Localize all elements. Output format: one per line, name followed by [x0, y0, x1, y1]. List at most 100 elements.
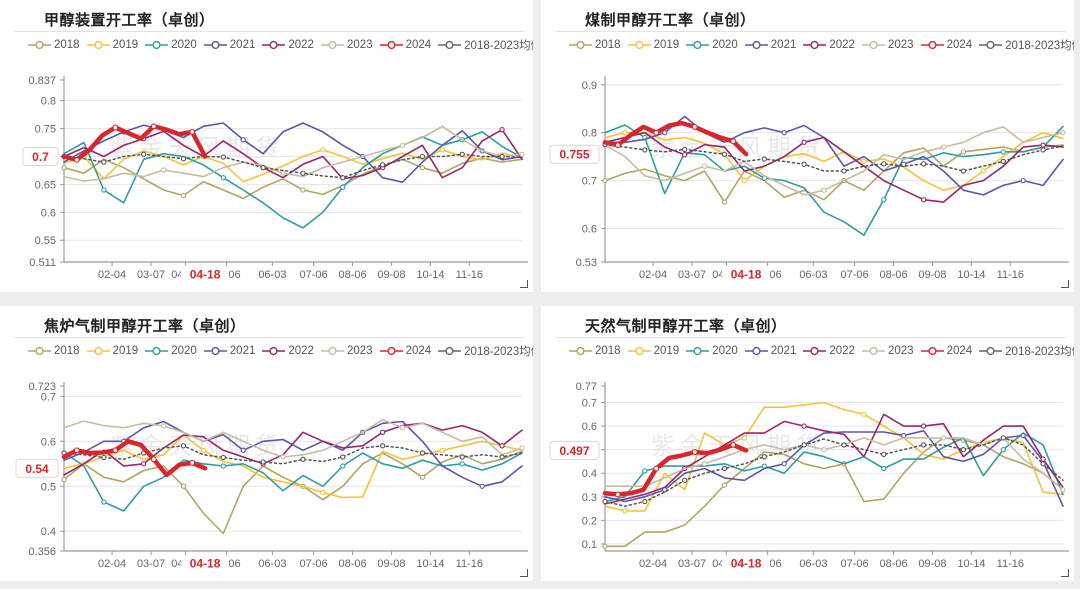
legend-line-icon: [203, 346, 227, 356]
legend-item-2019[interactable]: 2019: [627, 39, 679, 51]
svg-text:10-14: 10-14: [416, 558, 444, 570]
chart-canvas[interactable]: 0.77 0.7 0.6 0.4 0.3 0.2 0.1 02-04 03-07 06-03 07-…: [541, 362, 1074, 579]
series-2022: [604, 131, 1064, 203]
resize-corner-icon[interactable]: [520, 569, 528, 577]
legend-item-2020[interactable]: 2020: [686, 345, 738, 357]
chart-title: 甲醇装置开工率（卓创）: [44, 12, 215, 29]
svg-text:08-06: 08-06: [879, 558, 907, 570]
svg-text:0.7: 0.7: [32, 150, 49, 164]
svg-text:03-07: 03-07: [137, 269, 165, 281]
svg-text:04-18: 04-18: [190, 268, 221, 282]
series-2024: [602, 120, 749, 157]
title-divider: [555, 337, 1066, 338]
resize-corner-icon[interactable]: [520, 280, 528, 288]
svg-text:0.9: 0.9: [582, 80, 597, 92]
svg-text:02-04: 02-04: [639, 269, 667, 281]
legend-item-2018-2023[interactable]: 2018-2023均值: [438, 37, 533, 53]
svg-text:08-06: 08-06: [879, 269, 907, 281]
legend-item-2018-2023[interactable]: 2018-2023均值: [979, 343, 1074, 359]
legend-item-2023[interactable]: 2023: [861, 345, 914, 357]
svg-text:09-08: 09-08: [918, 558, 946, 570]
legend-item-2024[interactable]: 2024: [379, 345, 431, 357]
grid-lines: [60, 385, 522, 552]
svg-text:08-06: 08-06: [338, 269, 366, 281]
legend-line-icon: [686, 346, 710, 356]
x-axis-labels: 02-04 03-07 06-03 07-06 08-06 09-08 10-14 11-16…: [639, 551, 1024, 570]
legend-line-icon: [320, 40, 344, 50]
legend-item-2019[interactable]: 2019: [86, 39, 138, 51]
svg-text:0.7: 0.7: [582, 398, 597, 410]
chart-canvas[interactable]: 0.9 0.8 0.7 0.6 0.53 02-04 03-07 06-03 07-06 08-0…: [541, 56, 1074, 290]
svg-text:09-08: 09-08: [377, 558, 405, 570]
legend-item-2018[interactable]: 2018: [28, 345, 80, 357]
y-axis-highlight-badge: 0.7: [22, 146, 59, 166]
legend-item-2021[interactable]: 2021: [744, 39, 796, 51]
svg-text:0.2: 0.2: [582, 515, 597, 527]
y-axis-labels: 0.837 0.8 0.75 0.65 0.6 0.55 0.511: [28, 75, 56, 269]
legend-item-2020[interactable]: 2020: [145, 345, 197, 357]
legend: 2018 2019 2020 2021 2022 2023 2024 2018-2023均值: [28, 343, 533, 359]
legend-line-icon: [203, 40, 227, 50]
series-2023: [63, 125, 525, 182]
chart-title: 天然气制甲醇开工率（卓创）: [585, 318, 787, 335]
legend-line-icon: [744, 40, 768, 50]
legend-item-2024[interactable]: 2024: [920, 345, 972, 357]
svg-text:04-18: 04-18: [731, 268, 762, 282]
chart-title: 煤制甲醇开工率（卓创）: [585, 12, 756, 29]
legend-item-2020[interactable]: 2020: [686, 39, 738, 51]
legend-item-2019[interactable]: 2019: [86, 345, 138, 357]
legend-item-2023[interactable]: 2023: [861, 39, 914, 51]
legend-item-2022[interactable]: 2022: [803, 345, 855, 357]
svg-text:07-06: 07-06: [300, 269, 328, 281]
svg-text:0.837: 0.837: [28, 75, 56, 87]
chart-panel-natural-gas-methanol: 天然气制甲醇开工率（卓创） 2018 2019 2020 2021 2022 2023 20…: [541, 306, 1074, 581]
legend-item-2023[interactable]: 2023: [320, 345, 373, 357]
legend-item-2018[interactable]: 2018: [28, 39, 80, 51]
series-2024: [61, 123, 208, 163]
svg-text:0.53: 0.53: [576, 257, 597, 269]
legend-line-icon: [861, 346, 885, 356]
legend-item-2023[interactable]: 2023: [320, 39, 373, 51]
legend-line-icon: [28, 40, 51, 50]
series-2024: [61, 439, 208, 478]
series-2022: [604, 413, 1064, 505]
svg-text:06-03: 06-03: [799, 269, 827, 281]
legend-item-2018-2023[interactable]: 2018-2023均值: [979, 37, 1074, 53]
legend: 2018 2019 2020 2021 2022 2023 2024 2018-2023均值: [569, 37, 1074, 53]
legend-item-2021[interactable]: 2021: [203, 345, 255, 357]
legend-item-2024[interactable]: 2024: [920, 39, 972, 51]
legend-item-2021[interactable]: 2021: [744, 345, 796, 357]
resize-corner-icon[interactable]: [1061, 280, 1069, 288]
legend-line-icon: [320, 346, 344, 356]
legend-item-2019[interactable]: 2019: [627, 345, 679, 357]
svg-text:10-14: 10-14: [957, 558, 985, 570]
legend-item-2021[interactable]: 2021: [203, 39, 255, 51]
legend: 2018 2019 2020 2021 2022 2023 2024 2018-2023均值: [28, 37, 533, 53]
legend-line-icon: [86, 346, 110, 356]
svg-text:0.6: 0.6: [582, 421, 597, 433]
svg-text:07-06: 07-06: [841, 558, 869, 570]
series-2020: [63, 451, 523, 512]
legend-item-2022[interactable]: 2022: [262, 39, 314, 51]
y-axis-labels: 0.77 0.7 0.6 0.4 0.3 0.2 0.1: [576, 381, 597, 551]
legend-item-2022[interactable]: 2022: [262, 345, 314, 357]
legend-item-2024[interactable]: 2024: [379, 39, 431, 51]
legend-item-2018-2023[interactable]: 2018-2023均值: [438, 343, 533, 359]
svg-text:09-08: 09-08: [377, 269, 405, 281]
resize-corner-icon[interactable]: [1061, 569, 1069, 577]
svg-text:06-03: 06-03: [258, 269, 286, 281]
legend-line-icon: [569, 40, 592, 50]
legend-item-2018[interactable]: 2018: [569, 39, 621, 51]
series-2019: [604, 130, 1064, 191]
series-2018-2023均值: [602, 435, 1064, 507]
svg-text:02-04: 02-04: [98, 269, 126, 281]
svg-text:09-08: 09-08: [918, 269, 946, 281]
legend-item-2018[interactable]: 2018: [569, 345, 621, 357]
svg-text:0.497: 0.497: [559, 444, 589, 458]
chart-canvas[interactable]: 0.837 0.8 0.75 0.65 0.6 0.55 0.511 02-04 03-07 06…: [0, 56, 533, 290]
legend-item-2022[interactable]: 2022: [803, 39, 855, 51]
legend-item-2020[interactable]: 2020: [145, 39, 197, 51]
